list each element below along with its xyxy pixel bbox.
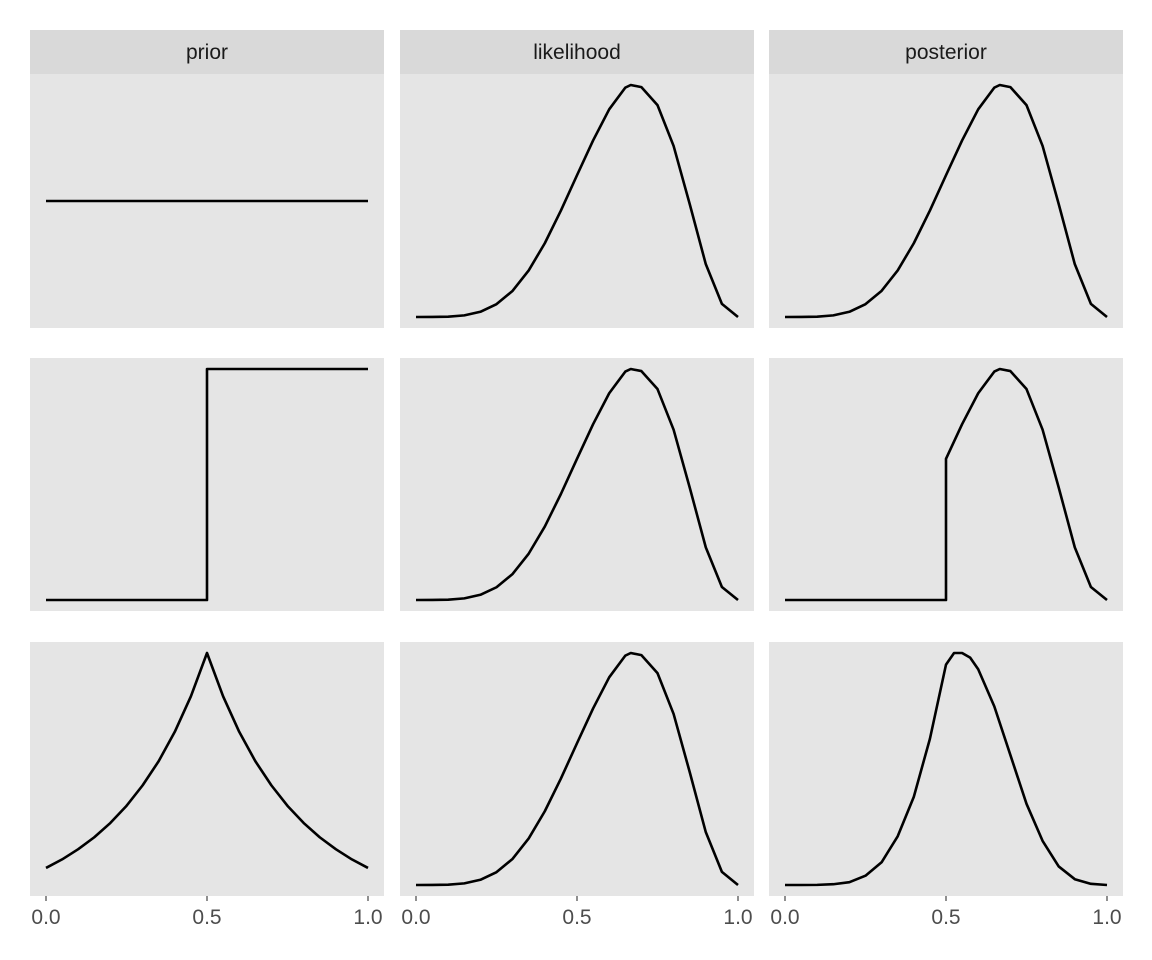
panel-likelihood-row1: [400, 74, 754, 328]
panel-posterior-row3: [769, 642, 1123, 896]
series-line-prior-row3: [45, 651, 369, 870]
x-tick-label-posterior-2: 1.0: [1092, 906, 1121, 929]
x-axes-group: 0.0 0.5 1.0 0.0 0.5 1.0 0.0 0.5 1.0: [31, 896, 1122, 929]
series-line-prior-row2: [46, 367, 368, 602]
strip-background-likelihood: [400, 30, 754, 74]
series-line-likelihood-row1: [415, 83, 739, 319]
series-line-posterior-row1: [784, 83, 1108, 319]
x-tick-label-likelihood-1: 0.5: [562, 906, 591, 929]
x-tick-label-likelihood-2: 1.0: [723, 906, 752, 929]
x-tick-label-prior-0: 0.0: [31, 906, 60, 929]
x-tick-label-posterior-1: 0.5: [931, 906, 960, 929]
strip-background-prior: [30, 30, 384, 74]
series-line-posterior-row3: [785, 651, 1108, 887]
panels-group: [30, 74, 1123, 896]
x-tick-label-likelihood-0: 0.0: [401, 906, 430, 929]
series-line-likelihood-row3: [415, 651, 739, 887]
panel-posterior-row1: [769, 74, 1123, 328]
strip-label-likelihood: likelihood: [533, 41, 621, 64]
panel-prior-row3: [30, 642, 384, 896]
series-line-posterior-row2: [785, 367, 1108, 602]
panel-likelihood-row2: [400, 358, 754, 611]
strip-background-posterior: [769, 30, 1123, 74]
series-line-likelihood-row2: [415, 367, 739, 602]
strip-label-prior: prior: [186, 41, 228, 64]
strips-group: prior likelihood posterior: [30, 30, 1123, 74]
x-tick-label-prior-2: 1.0: [353, 906, 382, 929]
x-tick-label-prior-1: 0.5: [192, 906, 221, 929]
x-tick-label-posterior-0: 0.0: [770, 906, 799, 929]
panel-likelihood-row3: [400, 642, 754, 896]
strip-label-posterior: posterior: [905, 41, 987, 64]
